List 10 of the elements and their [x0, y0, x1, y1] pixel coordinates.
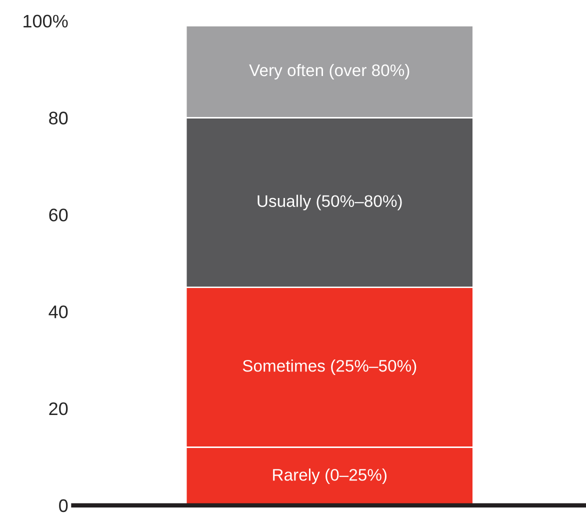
y-tick-label: 80 — [49, 112, 68, 124]
y-tick-label: 20 — [49, 402, 68, 416]
y-tick-label: 0 — [59, 499, 68, 512]
y-tick-label: 60 — [49, 208, 68, 222]
series-label: Sometimes (25%–50%) — [242, 360, 416, 376]
series-label: Very often (over 80%) — [249, 64, 410, 80]
y-tick-label: 100% — [24, 14, 68, 28]
y-tick-label: 40 — [48, 305, 68, 318]
series-label: Usually (50%–80%) — [258, 194, 402, 210]
series-label: Rarely (0–25%) — [273, 468, 386, 484]
